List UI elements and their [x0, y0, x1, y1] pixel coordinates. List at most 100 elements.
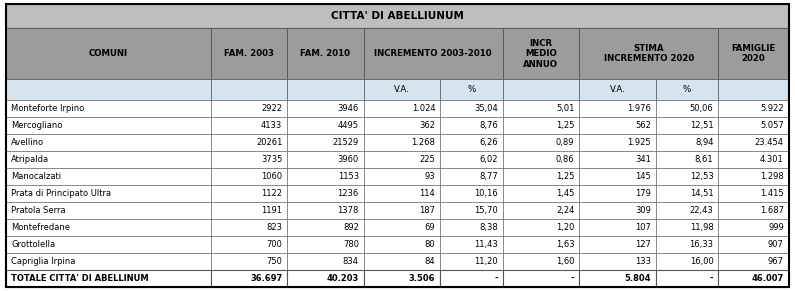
Bar [580, 151, 656, 168]
Bar [502, 185, 580, 202]
Bar [656, 100, 718, 117]
Bar [211, 168, 287, 185]
Text: 69: 69 [425, 223, 436, 232]
Text: 1,45: 1,45 [556, 189, 575, 198]
Text: 40.203: 40.203 [327, 274, 359, 283]
Bar [440, 253, 502, 270]
Text: 834: 834 [343, 257, 359, 266]
Text: 11,43: 11,43 [474, 240, 498, 249]
Text: INCR
MEDIO
ANNUO: INCR MEDIO ANNUO [523, 39, 558, 69]
Bar [580, 117, 656, 134]
Bar [287, 100, 363, 117]
Bar [440, 219, 502, 236]
Bar [287, 236, 363, 253]
Text: Manocalzati: Manocalzati [11, 172, 61, 181]
Text: 750: 750 [266, 257, 282, 266]
Text: 8,61: 8,61 [695, 155, 713, 164]
Bar [287, 253, 363, 270]
Bar [502, 270, 580, 287]
Bar [580, 270, 656, 287]
Bar [502, 202, 580, 219]
Text: CITTA' DI ABELLIUNUM: CITTA' DI ABELLIUNUM [331, 11, 464, 21]
Bar [287, 117, 363, 134]
Text: Atripalda: Atripalda [11, 155, 49, 164]
Bar [718, 185, 789, 202]
Bar [718, 253, 789, 270]
Text: 4133: 4133 [261, 121, 282, 130]
Bar [440, 236, 502, 253]
Text: 11,20: 11,20 [475, 257, 498, 266]
Text: 5,01: 5,01 [556, 104, 575, 113]
Bar [440, 202, 502, 219]
Text: 8,76: 8,76 [479, 121, 498, 130]
Bar [211, 270, 287, 287]
Text: 1378: 1378 [337, 206, 359, 215]
Bar [580, 134, 656, 151]
Text: 93: 93 [425, 172, 436, 181]
Text: 107: 107 [635, 223, 651, 232]
Bar [287, 185, 363, 202]
Bar [718, 219, 789, 236]
Bar [363, 202, 440, 219]
Bar [502, 168, 580, 185]
Text: Pratola Serra: Pratola Serra [11, 206, 66, 215]
Text: Prata di Principato Ultra: Prata di Principato Ultra [11, 189, 111, 198]
Bar [6, 270, 211, 287]
Text: 1191: 1191 [262, 206, 282, 215]
Text: 0,89: 0,89 [556, 138, 575, 147]
Bar [211, 28, 287, 79]
Bar [440, 151, 502, 168]
Bar [718, 236, 789, 253]
Text: INCREMENTO 2003-2010: INCREMENTO 2003-2010 [374, 49, 492, 58]
Bar [502, 100, 580, 117]
Text: 1.976: 1.976 [627, 104, 651, 113]
Text: 179: 179 [635, 189, 651, 198]
Bar [287, 151, 363, 168]
Bar [656, 117, 718, 134]
Text: 84: 84 [425, 257, 436, 266]
Bar [6, 236, 211, 253]
Bar [6, 253, 211, 270]
Text: 6,02: 6,02 [479, 155, 498, 164]
Text: 225: 225 [420, 155, 436, 164]
Bar [656, 202, 718, 219]
Text: 8,38: 8,38 [479, 223, 498, 232]
Text: STIMA
INCREMENTO 2020: STIMA INCREMENTO 2020 [603, 44, 694, 63]
Text: 15,70: 15,70 [474, 206, 498, 215]
Text: 16,33: 16,33 [689, 240, 713, 249]
Bar [211, 219, 287, 236]
Bar [287, 202, 363, 219]
Text: 309: 309 [635, 206, 651, 215]
Text: 14,51: 14,51 [690, 189, 713, 198]
Bar [502, 253, 580, 270]
Text: 1,25: 1,25 [556, 121, 575, 130]
Bar [440, 79, 502, 100]
Bar [440, 117, 502, 134]
Text: -: - [571, 274, 575, 283]
Bar [502, 28, 580, 79]
Text: 1236: 1236 [338, 189, 359, 198]
Text: 1.024: 1.024 [412, 104, 436, 113]
Text: 114: 114 [420, 189, 436, 198]
Bar [363, 117, 440, 134]
Text: -: - [494, 274, 498, 283]
Bar [580, 185, 656, 202]
Bar [718, 100, 789, 117]
Text: 80: 80 [425, 240, 436, 249]
Bar [211, 117, 287, 134]
Text: 46.007: 46.007 [751, 274, 784, 283]
Bar [287, 134, 363, 151]
Bar [656, 185, 718, 202]
Text: 1,60: 1,60 [556, 257, 575, 266]
Text: 22,43: 22,43 [690, 206, 713, 215]
Text: V.A.: V.A. [394, 85, 409, 94]
Text: 1122: 1122 [262, 189, 282, 198]
Bar [287, 270, 363, 287]
Bar [6, 134, 211, 151]
Bar [211, 185, 287, 202]
Text: 12,51: 12,51 [690, 121, 713, 130]
Bar [211, 134, 287, 151]
Text: 2,24: 2,24 [556, 206, 575, 215]
Text: 3946: 3946 [338, 104, 359, 113]
Bar [502, 236, 580, 253]
